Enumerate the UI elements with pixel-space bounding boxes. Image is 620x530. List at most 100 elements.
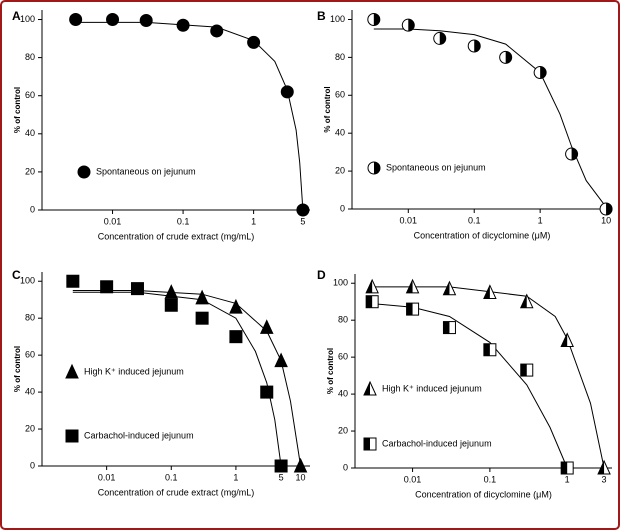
data-point: [442, 280, 457, 296]
panel-label: B: [317, 9, 326, 23]
marker-shape: [130, 282, 144, 296]
legend-marker: [77, 165, 91, 179]
marker-shape: [229, 298, 243, 314]
y-tick-label: 40: [25, 128, 35, 138]
data-point: [565, 147, 579, 161]
x-tick-label: 0.1: [177, 216, 190, 226]
panel-label: D: [317, 268, 326, 282]
panel-label: A: [12, 9, 21, 23]
marker-half: [483, 285, 490, 299]
marker-half: [505, 51, 512, 64]
data-point: [260, 385, 274, 399]
data-point: [405, 278, 420, 294]
data-point: [520, 363, 534, 377]
marker-shape: [195, 289, 209, 305]
marker-half: [366, 279, 373, 293]
y-tick-label: 40: [25, 386, 35, 396]
fit-curve: [373, 28, 607, 208]
data-point: [483, 284, 497, 299]
y-tick-label: 60: [25, 90, 35, 100]
data-point: [365, 278, 379, 294]
marker-shape: [195, 311, 209, 325]
data-point: [442, 321, 456, 335]
data-point: [365, 295, 379, 309]
x-axis-label: Concentration of crude extract (mg/mL): [98, 231, 255, 241]
marker-half: [483, 343, 490, 356]
y-tick-label: 60: [338, 352, 348, 362]
data-point: [139, 13, 153, 27]
x-axis-label: Concentration of dicyclomine (μM): [414, 230, 551, 240]
y-tick-label: 20: [335, 165, 345, 175]
y-tick-label: 80: [335, 52, 345, 62]
data-point: [519, 293, 534, 309]
y-tick-label: 40: [338, 388, 348, 398]
marker-half: [406, 303, 413, 316]
marker-shape: [176, 18, 190, 32]
marker-shape: [66, 274, 80, 288]
data-point: [296, 203, 310, 217]
marker-shape: [274, 459, 288, 473]
x-tick-label: 5: [300, 216, 305, 226]
marker-half: [520, 294, 527, 308]
marker-shape: [229, 330, 243, 344]
data-point: [599, 202, 613, 216]
y-tick-label: 80: [338, 315, 348, 325]
legend-marker: [363, 437, 377, 451]
data-point: [100, 280, 114, 294]
x-tick-label: 5: [279, 472, 284, 482]
x-tick-label: 0.01: [404, 474, 422, 484]
data-point: [483, 343, 497, 357]
data-point: [533, 66, 547, 80]
data-point: [293, 457, 308, 473]
y-tick-label: 80: [25, 52, 35, 62]
data-point: [195, 311, 209, 325]
marker-shape: [259, 319, 274, 334]
data-point: [106, 13, 120, 27]
data-point: [164, 284, 179, 299]
legend-marker: [363, 380, 377, 396]
marker-half: [374, 162, 380, 174]
x-tick-label: 0.01: [104, 216, 122, 226]
legend-label: Spontaneous on jejunum: [386, 162, 486, 172]
data-point: [274, 459, 288, 473]
y-axis-label: % of control: [13, 346, 22, 392]
y-tick-label: 20: [25, 423, 35, 433]
legend-marker: [65, 363, 79, 379]
marker-shape: [247, 35, 261, 49]
y-tick-label: 100: [330, 14, 345, 24]
y-tick-label: 100: [333, 278, 348, 288]
y-tick-label: 100: [20, 14, 35, 24]
marker-half: [561, 333, 568, 347]
marker-half: [520, 364, 527, 377]
x-tick-label: 1: [565, 474, 570, 484]
data-point: [195, 289, 209, 305]
y-tick-label: 100: [20, 276, 35, 286]
data-point: [406, 302, 420, 316]
data-point: [560, 461, 574, 475]
legend-marker: [65, 429, 79, 443]
x-tick-label: 10: [296, 472, 306, 482]
marker-shape: [164, 298, 178, 312]
y-axis-label: % of control: [323, 86, 332, 132]
marker-shape: [293, 457, 308, 473]
marker-half: [561, 462, 568, 474]
y-tick-label: 0: [340, 203, 345, 213]
panel-label: C: [12, 268, 21, 282]
marker-half: [443, 281, 450, 295]
marker-half: [439, 32, 446, 45]
y-tick-label: 40: [335, 128, 345, 138]
x-tick-label: 1: [538, 215, 543, 225]
legend-label: High K⁺ induced jejunum: [382, 383, 482, 393]
x-tick-label: 0.01: [98, 472, 116, 482]
data-point: [433, 31, 447, 45]
marker-half: [373, 13, 380, 26]
x-tick-label: 0.1: [165, 472, 178, 482]
data-point: [467, 39, 481, 53]
legend-label: High K⁺ induced jejunum: [84, 366, 184, 376]
x-tick-label: 0.1: [468, 215, 481, 225]
y-tick-label: 60: [25, 350, 35, 360]
data-point: [247, 35, 261, 49]
marker-shape: [164, 284, 179, 299]
